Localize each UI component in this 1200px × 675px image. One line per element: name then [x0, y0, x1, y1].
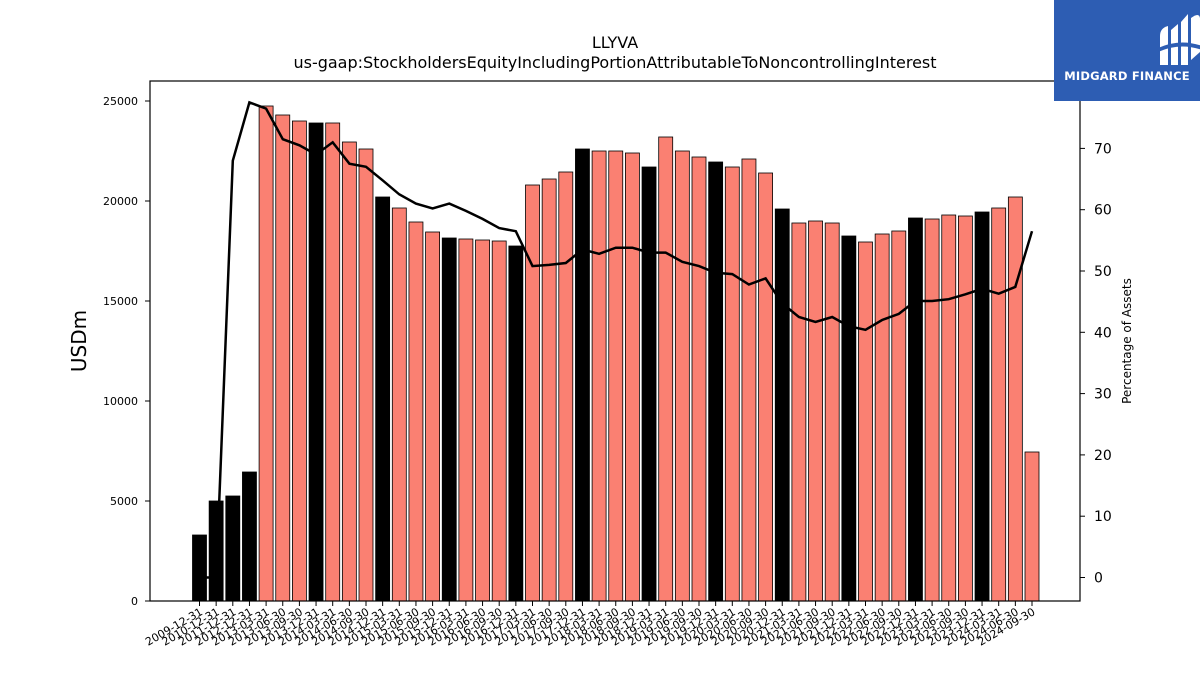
bar: [341, 141, 357, 602]
bar: [375, 196, 391, 602]
right-y-axis: 0 10 20 30 40 50 60 70: [1080, 141, 1112, 587]
bar: [724, 166, 740, 602]
x-axis: 2009-12-312010-12-312011-12-312012-12-31…: [143, 601, 1038, 649]
bar: [1024, 451, 1040, 602]
bar: [858, 241, 873, 602]
y2-tick-label: 10: [1094, 509, 1112, 525]
bar: [475, 239, 490, 602]
y-tick-label: 10000: [103, 395, 138, 408]
bar: [908, 217, 923, 602]
bars-group: [192, 105, 1040, 602]
bar: [425, 231, 441, 602]
bar: [441, 237, 457, 602]
bar: [841, 235, 857, 602]
line-group: [199, 100, 1034, 579]
y2-tick-label: 0: [1094, 571, 1103, 587]
y2-tick-label: 70: [1094, 141, 1112, 157]
bar: [625, 152, 640, 602]
bar: [941, 214, 957, 602]
bar: [741, 158, 757, 602]
bar: [1007, 196, 1023, 602]
bar: [408, 221, 424, 602]
bar: [491, 240, 507, 602]
y-tick-label: 25000: [103, 95, 138, 108]
bar: [691, 156, 707, 602]
bar: [758, 172, 773, 602]
bar: [242, 471, 257, 602]
bar: [958, 215, 973, 602]
y2-tick-label: 20: [1094, 448, 1112, 464]
bar: [558, 171, 574, 602]
y-axis-label: USDm: [67, 310, 91, 372]
chart-subtitle: us-gaap:StockholdersEquityIncludingPorti…: [293, 53, 936, 72]
left-y-axis: 0 5000 10000 15000 20000 25000: [103, 95, 150, 608]
y2-tick-label: 60: [1094, 203, 1112, 219]
bar: [674, 150, 690, 602]
bar: [541, 178, 557, 602]
y2-axis-label: Percentage of Assets: [1120, 278, 1134, 404]
bar: [508, 245, 524, 602]
logo-text: MIDGARD FINANCE: [1064, 69, 1190, 83]
bar: [708, 161, 724, 602]
chart-title: LLYVA: [592, 33, 638, 52]
y-tick-label: 5000: [110, 495, 138, 508]
plot-frame: [149, 80, 1081, 602]
bar: [225, 495, 241, 602]
bar: [774, 208, 790, 602]
bar: [924, 218, 940, 602]
bar: [974, 211, 990, 602]
bar: [525, 184, 540, 602]
percentage-line: [199, 100, 1034, 579]
bar: [608, 150, 624, 602]
bar: [641, 166, 657, 602]
bar: [808, 220, 823, 602]
y2-tick-label: 50: [1094, 264, 1112, 280]
bar: [391, 207, 407, 602]
bar: [458, 238, 474, 602]
bar: [575, 148, 590, 602]
bar: [358, 148, 374, 602]
bar: [308, 122, 324, 602]
y2-tick-label: 40: [1094, 325, 1112, 341]
bar: [325, 122, 341, 602]
y-tick-label: 20000: [103, 195, 138, 208]
bar: [192, 534, 207, 602]
bar: [991, 207, 1007, 602]
bar: [258, 105, 274, 602]
y2-tick-label: 30: [1094, 387, 1112, 403]
bar: [658, 136, 674, 602]
bar: [824, 222, 840, 602]
logo-mark-icon: [1158, 14, 1200, 65]
bar: [791, 222, 807, 602]
midgard-finance-logo: MIDGARD FINANCE: [1054, 0, 1200, 101]
y-tick-label: 15000: [103, 295, 138, 308]
bar: [891, 230, 907, 602]
bar: [874, 233, 890, 602]
bar: [291, 120, 307, 602]
y-tick-label: 0: [131, 595, 138, 608]
bar: [275, 114, 291, 602]
bar: [591, 150, 607, 602]
